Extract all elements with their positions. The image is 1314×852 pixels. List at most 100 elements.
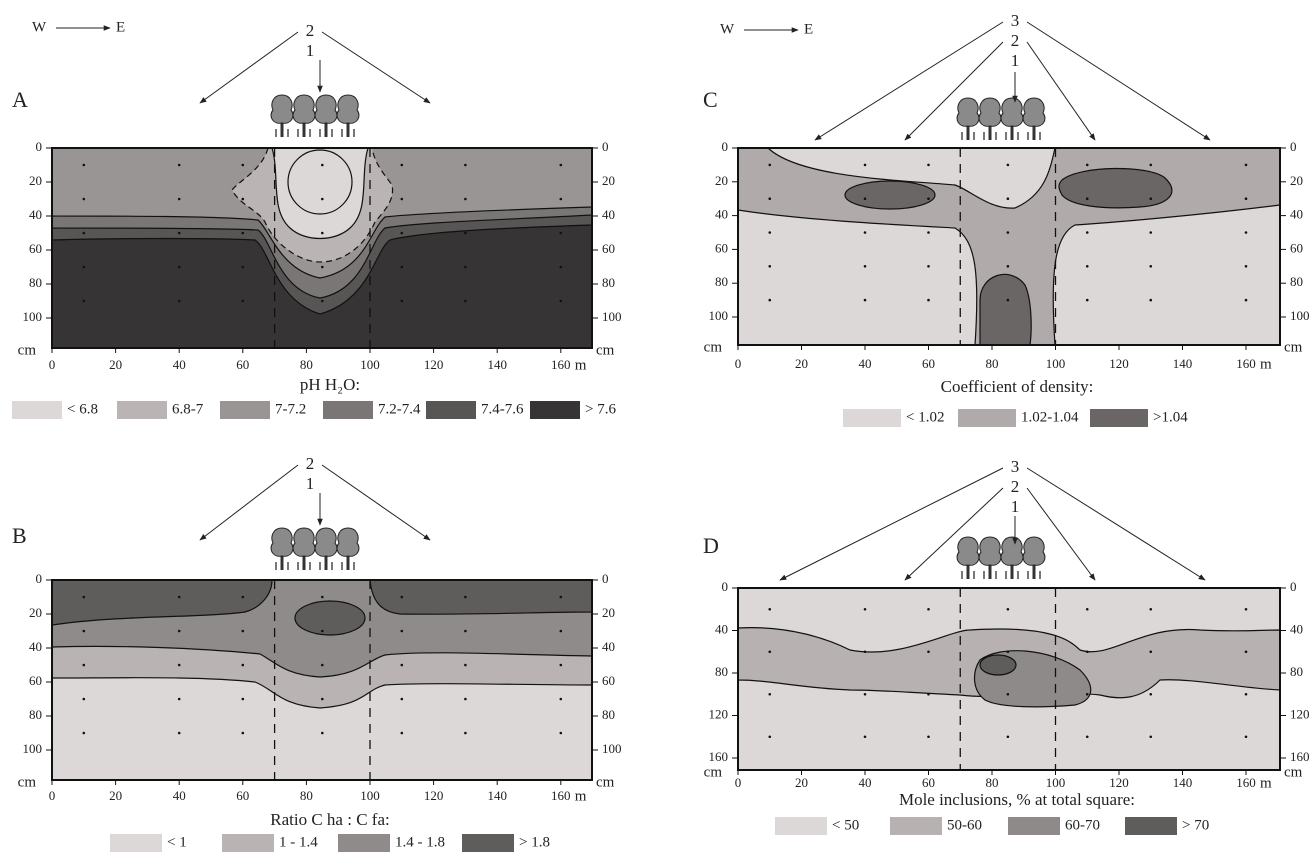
- sample-point: [927, 164, 930, 167]
- sample-point: [768, 164, 771, 167]
- y-tick-label: 0: [722, 579, 729, 594]
- arrow: [322, 465, 430, 540]
- legend-swatch: [1090, 409, 1148, 427]
- sample-point: [242, 232, 245, 235]
- x-tick-label: 60: [236, 788, 249, 803]
- x-tick-label: 0: [49, 788, 56, 803]
- sample-point: [178, 198, 181, 201]
- arrow: [1027, 488, 1095, 580]
- sample-point: [464, 630, 467, 633]
- contour-map: [52, 148, 592, 348]
- sample-point: [1007, 231, 1010, 234]
- sample-point: [560, 596, 563, 599]
- sample-point: [83, 198, 86, 201]
- sample-point: [401, 198, 404, 201]
- y-tick-label: 0: [602, 571, 609, 586]
- sample-point: [178, 164, 181, 167]
- sample-point: [1007, 164, 1010, 167]
- direction-to: E: [804, 21, 813, 37]
- sample-point: [1245, 693, 1248, 696]
- sample-point: [242, 164, 245, 167]
- legend-swatch: [1008, 817, 1060, 835]
- y-tick-label: 40: [602, 639, 615, 654]
- legend-swatch: [12, 401, 62, 419]
- sample-point: [1245, 650, 1248, 653]
- x-tick-label: 100: [360, 357, 380, 372]
- y-tick-label: 60: [29, 241, 42, 256]
- zone-marker: 1: [306, 474, 315, 493]
- y-tick-label: 100: [602, 741, 622, 756]
- x-tick-label: 160: [1236, 775, 1256, 790]
- sample-point: [864, 650, 867, 653]
- sample-point: [464, 198, 467, 201]
- sample-point: [768, 265, 771, 268]
- sample-point: [1086, 265, 1089, 268]
- sample-point: [1086, 299, 1089, 302]
- legend-label: 1 - 1.4: [279, 834, 318, 850]
- zone-marker: 2: [306, 454, 315, 473]
- y-tick-label: 80: [1290, 274, 1303, 289]
- zone-marker: 2: [1011, 31, 1020, 50]
- y-tick-label: 120: [1290, 706, 1310, 721]
- sample-point: [242, 698, 245, 701]
- y-tick-label: 80: [715, 274, 728, 289]
- legend-label: < 6.8: [67, 401, 98, 417]
- contour-map: [738, 588, 1280, 770]
- y-tick-label: 120: [709, 706, 729, 721]
- zone: [845, 181, 935, 209]
- x-tick-label: 140: [1173, 775, 1193, 790]
- sample-point: [864, 197, 867, 200]
- x-tick-label: 40: [173, 357, 186, 372]
- legend-swatch: [222, 834, 274, 852]
- x-tick-label: 160: [551, 357, 571, 372]
- sample-point: [1086, 164, 1089, 167]
- y-tick-label: 20: [29, 605, 42, 620]
- zone: [370, 580, 592, 614]
- sample-point: [401, 300, 404, 303]
- x-tick-label: 160: [1236, 356, 1256, 371]
- sample-point: [401, 630, 404, 633]
- sample-point: [1245, 231, 1248, 234]
- x-unit: m: [575, 788, 587, 804]
- sample-point: [242, 596, 245, 599]
- legend-swatch: [530, 401, 580, 419]
- sample-point: [321, 630, 324, 633]
- sample-point: [1149, 735, 1152, 738]
- y-tick-label: 80: [1290, 664, 1303, 679]
- y-tick-label: 100: [23, 741, 43, 756]
- legend-label: < 1.02: [906, 409, 944, 425]
- x-tick-label: 80: [300, 788, 313, 803]
- sample-point: [768, 693, 771, 696]
- y-tick-label: 20: [602, 173, 615, 188]
- figure: A002020404060608080100100cmcm02040608010…: [0, 0, 1314, 852]
- sample-point: [321, 664, 324, 667]
- sample-point: [1007, 735, 1010, 738]
- sample-point: [242, 630, 245, 633]
- legend-label: 1.4 - 1.8: [395, 834, 445, 850]
- y-unit: cm: [596, 342, 615, 358]
- y-tick-label: 160: [1290, 749, 1310, 764]
- sample-point: [768, 299, 771, 302]
- legend-label: 60-70: [1065, 817, 1100, 833]
- sample-point: [321, 732, 324, 735]
- x-tick-label: 80: [986, 775, 999, 790]
- legend-swatch: [117, 401, 167, 419]
- legend-label: 7.4-7.6: [481, 401, 524, 417]
- sample-point: [401, 232, 404, 235]
- x-tick-label: 80: [300, 357, 313, 372]
- sample-point: [864, 735, 867, 738]
- x-tick-label: 40: [173, 788, 186, 803]
- sample-point: [1007, 299, 1010, 302]
- sample-point: [1149, 164, 1152, 167]
- y-tick-label: 100: [602, 309, 622, 324]
- sample-point: [464, 300, 467, 303]
- y-tick-label: 20: [715, 173, 728, 188]
- y-tick-label: 20: [602, 605, 615, 620]
- sample-point: [321, 198, 324, 201]
- y-tick-label: 0: [602, 139, 609, 154]
- sample-point: [83, 664, 86, 667]
- sample-point: [560, 698, 563, 701]
- sample-point: [242, 266, 245, 269]
- sample-point: [178, 732, 181, 735]
- x-tick-label: 160: [551, 788, 571, 803]
